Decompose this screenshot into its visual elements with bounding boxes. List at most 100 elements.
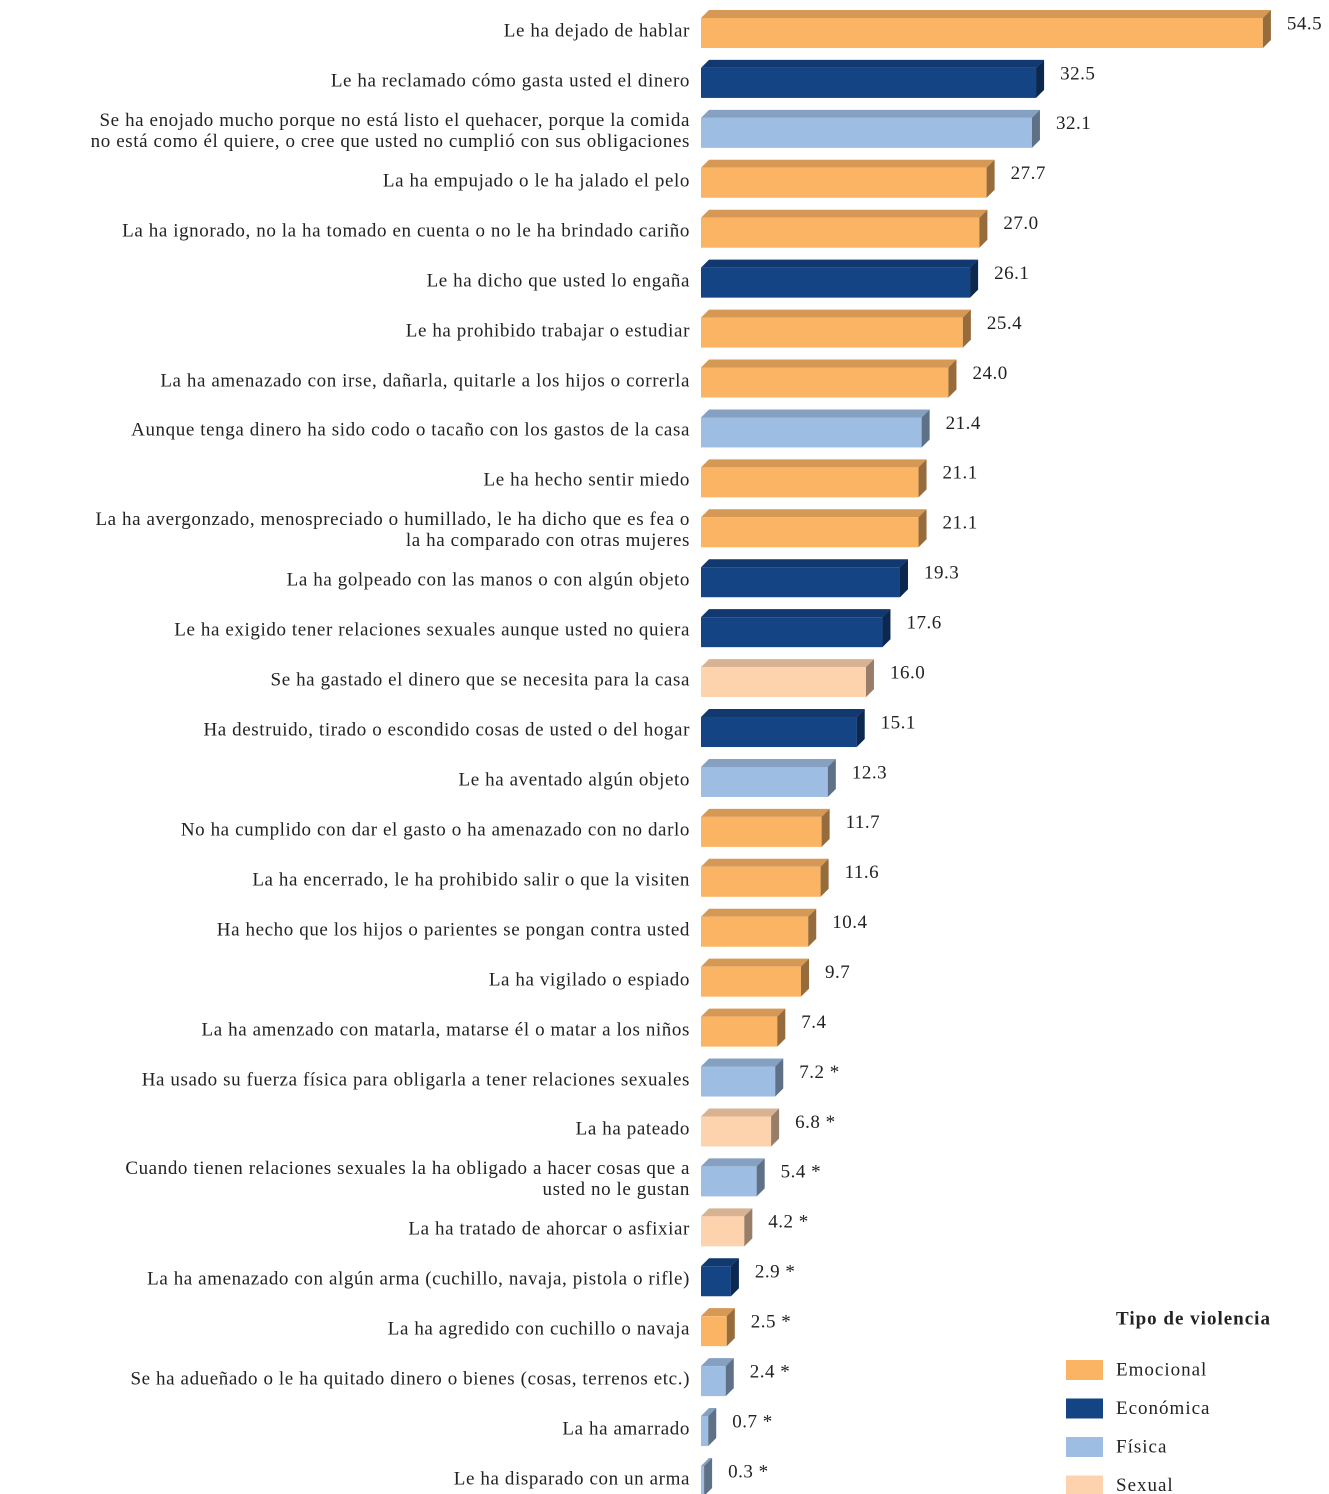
bar-side-shade bbox=[744, 1208, 753, 1247]
value-label: 26.1 bbox=[994, 263, 1029, 284]
bar-side-shade bbox=[899, 559, 908, 598]
bar-side bbox=[801, 958, 810, 997]
bar-top bbox=[701, 109, 1040, 118]
bar-side bbox=[979, 209, 988, 248]
bar-side bbox=[756, 1158, 765, 1197]
bar-top bbox=[701, 1108, 780, 1117]
bar-side bbox=[821, 808, 830, 847]
bar-top bbox=[701, 259, 979, 268]
bar-side bbox=[744, 1208, 753, 1247]
bar bbox=[701, 409, 930, 448]
bar-top-shade bbox=[701, 1158, 765, 1167]
bar-top-shade bbox=[701, 709, 865, 718]
bar-top-shade bbox=[701, 1008, 786, 1017]
bar-side bbox=[899, 559, 908, 598]
bar-front bbox=[701, 267, 971, 298]
value-label: 19.3 bbox=[924, 563, 959, 584]
category-label: No ha cumplido con dar el gasto o ha ame… bbox=[180, 819, 690, 841]
category-label: La ha amenzado con matarla, matarse él o… bbox=[201, 1019, 690, 1041]
bar-front bbox=[701, 367, 949, 398]
category-label: La ha avergonzado, menospreciado o humil… bbox=[95, 509, 690, 552]
bar-front bbox=[701, 317, 963, 348]
value-label: 25.4 bbox=[987, 313, 1022, 334]
bar-side bbox=[918, 509, 927, 548]
bar bbox=[701, 609, 891, 648]
value-label: 17.6 bbox=[906, 613, 941, 634]
bar-top-shade bbox=[701, 1258, 739, 1267]
bar bbox=[701, 159, 995, 198]
bar-front bbox=[701, 866, 821, 897]
category-label: Le ha prohibido trabajar o estudiar bbox=[405, 320, 690, 342]
bar-side bbox=[708, 1408, 717, 1447]
bar bbox=[701, 1358, 734, 1397]
bar bbox=[701, 1208, 753, 1247]
legend-label: Emocional bbox=[1116, 1359, 1207, 1380]
bar-top-shade bbox=[701, 758, 836, 767]
bar-side-shade bbox=[865, 659, 874, 698]
bar-top bbox=[701, 709, 865, 718]
bar-top bbox=[701, 808, 830, 817]
bar bbox=[701, 908, 817, 947]
bar-top-shade bbox=[701, 659, 874, 668]
bar-top bbox=[701, 1457, 713, 1466]
legend-swatch bbox=[1066, 1437, 1103, 1457]
value-label: 2.4 * bbox=[750, 1361, 791, 1382]
bar-front bbox=[701, 1416, 709, 1447]
bar-front bbox=[701, 117, 1032, 148]
legend-label: Económica bbox=[1116, 1398, 1210, 1419]
bar-top bbox=[701, 1308, 735, 1317]
bar bbox=[701, 1308, 735, 1347]
bar-side bbox=[820, 858, 829, 897]
bar-front bbox=[701, 1216, 745, 1247]
bar-top bbox=[701, 1408, 717, 1417]
bar-front bbox=[701, 1066, 776, 1097]
bar-top bbox=[701, 1058, 784, 1067]
bar-side bbox=[970, 259, 979, 298]
bar-top-shade bbox=[701, 808, 830, 817]
bar-front bbox=[701, 1465, 705, 1494]
bar-top-shade bbox=[701, 1058, 784, 1067]
bar bbox=[701, 10, 1271, 48]
bar-top bbox=[701, 559, 908, 568]
bar-front bbox=[701, 717, 857, 748]
bar bbox=[701, 1457, 713, 1494]
bar bbox=[701, 1158, 765, 1197]
legend-title: Tipo de violencia bbox=[1116, 1308, 1271, 1329]
value-label: 32.5 bbox=[1060, 63, 1095, 84]
bar-top-shade bbox=[701, 409, 930, 418]
bar bbox=[701, 59, 1045, 98]
bar bbox=[701, 459, 927, 498]
value-label: 5.4 * bbox=[781, 1162, 822, 1183]
bar-top bbox=[701, 958, 810, 967]
bar-front bbox=[701, 167, 987, 198]
value-label: 16.0 bbox=[890, 662, 925, 683]
bar-top-shade bbox=[701, 858, 829, 867]
bar-top-shade bbox=[701, 1308, 735, 1317]
value-label: 0.7 * bbox=[732, 1411, 773, 1432]
category-label: La ha ignorado, no la ha tomado en cuent… bbox=[122, 220, 690, 242]
bar-side-shade bbox=[756, 1158, 765, 1197]
category-label: Aunque tenga dinero ha sido codo o tacañ… bbox=[131, 419, 690, 441]
bar bbox=[701, 259, 979, 298]
bar-front bbox=[701, 18, 1263, 48]
bar-side-shade bbox=[821, 808, 830, 847]
bar-side-shade bbox=[708, 1408, 717, 1447]
bar bbox=[701, 1008, 786, 1047]
bar-top-shade bbox=[701, 59, 1045, 68]
legend-swatch bbox=[1066, 1398, 1103, 1419]
bar-side bbox=[704, 1457, 713, 1494]
bar-top-shade bbox=[701, 1457, 713, 1466]
category-label: Le ha reclamado cómo gasta usted el dine… bbox=[330, 70, 690, 92]
bar-top-shade bbox=[701, 1408, 717, 1417]
value-label: 27.0 bbox=[1003, 213, 1038, 234]
bar-side bbox=[921, 409, 930, 448]
bar bbox=[701, 709, 865, 748]
bar-side bbox=[1262, 10, 1271, 48]
bar-front bbox=[701, 966, 802, 997]
bar-side-shade bbox=[1031, 109, 1040, 148]
bar-side bbox=[1036, 59, 1045, 98]
bar bbox=[701, 1258, 739, 1297]
value-label: 27.7 bbox=[1011, 163, 1046, 184]
bar-front bbox=[701, 1366, 726, 1397]
bar bbox=[701, 1108, 780, 1147]
